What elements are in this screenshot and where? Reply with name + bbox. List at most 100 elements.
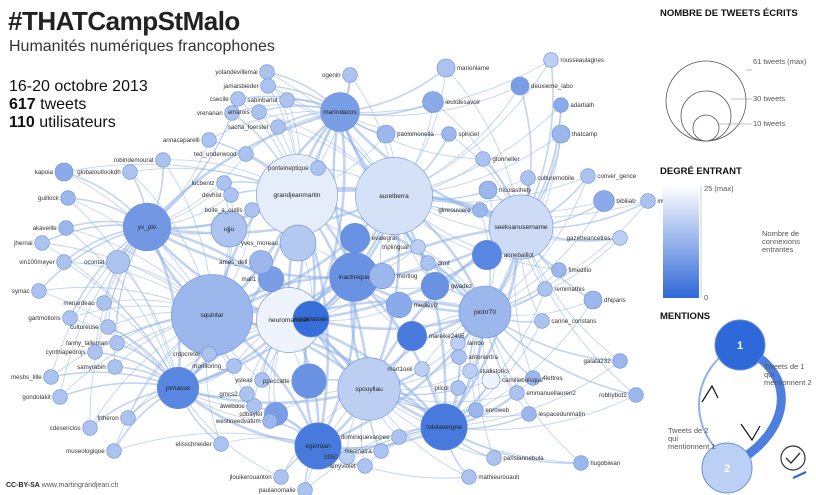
node-drmt[interactable] bbox=[420, 255, 436, 271]
node-symac[interactable] bbox=[31, 283, 47, 299]
node-egiordan[interactable] bbox=[294, 422, 342, 470]
node-sacha_foerster[interactable] bbox=[270, 119, 286, 135]
node-westineedvatum[interactable] bbox=[262, 413, 278, 429]
node-lespacedunmatin[interactable] bbox=[521, 406, 537, 422]
node-paolomonella[interactable] bbox=[376, 124, 396, 144]
node-cynthiapedrojs[interactable] bbox=[87, 344, 103, 360]
node-yv_plo[interactable] bbox=[122, 202, 172, 252]
node-jomasse[interactable] bbox=[156, 366, 200, 410]
node-amarois[interactable] bbox=[251, 104, 267, 120]
node-jhernal[interactable] bbox=[34, 235, 50, 251]
node-meshs_lille[interactable] bbox=[43, 369, 59, 385]
node-akaveille[interactable] bbox=[58, 220, 74, 236]
node-leuxdesavoir[interactable] bbox=[422, 91, 444, 113]
node-marindacos[interactable] bbox=[320, 92, 360, 132]
node-seeksanusername[interactable] bbox=[488, 194, 554, 260]
node-nicolasthely[interactable] bbox=[478, 180, 498, 200]
node-medieviz[interactable] bbox=[385, 291, 413, 319]
node-ysleas[interactable] bbox=[254, 372, 270, 388]
node-deuxieme_labo[interactable] bbox=[510, 76, 530, 96]
node-aurelberra[interactable] bbox=[355, 157, 433, 235]
node-carine_constans[interactable] bbox=[534, 313, 550, 329]
node-robbybot2[interactable] bbox=[628, 387, 644, 403]
node-ted_underwood[interactable] bbox=[238, 146, 254, 162]
node-monitoring_[interactable] bbox=[226, 358, 242, 374]
node-dhiparis[interactable] bbox=[583, 290, 603, 310]
node-vin100meyer[interactable] bbox=[56, 254, 72, 270]
node-4lettres[interactable] bbox=[525, 370, 541, 386]
node-ndelavergne[interactable] bbox=[420, 403, 468, 451]
node-gazetteancetres[interactable] bbox=[612, 230, 628, 246]
node-kardelabaie[interactable] bbox=[292, 300, 330, 338]
node-boite_a_outils[interactable] bbox=[244, 202, 260, 218]
node-jlouikerouanton[interactable] bbox=[273, 469, 289, 485]
node-mesinatra[interactable] bbox=[373, 443, 389, 459]
node-bfl50[interactable] bbox=[339, 449, 355, 465]
node-conver_gence[interactable] bbox=[580, 168, 596, 184]
credit-url[interactable]: www.martingrandjean.ch bbox=[41, 482, 119, 489]
node-paulanomalie[interactable] bbox=[297, 482, 313, 495]
node-guillock[interactable] bbox=[60, 190, 76, 206]
node-evalegrai[interactable] bbox=[339, 222, 371, 254]
node-enroweb[interactable] bbox=[468, 402, 484, 418]
node-adartialh[interactable] bbox=[553, 97, 569, 113]
node-triplingual[interactable] bbox=[410, 239, 426, 255]
node-culturemobile[interactable] bbox=[520, 170, 536, 186]
node-mart1oeil[interactable] bbox=[414, 361, 430, 377]
node-hugobiwan[interactable] bbox=[573, 455, 589, 471]
node-ogenin[interactable] bbox=[342, 67, 358, 83]
node-studistorici[interactable] bbox=[462, 363, 478, 379]
node-annacaparelli[interactable] bbox=[201, 132, 217, 148]
node-crdpcretei[interactable] bbox=[201, 346, 217, 362]
node-spouyllau[interactable] bbox=[337, 357, 401, 421]
node-globaloutlookdh[interactable] bbox=[122, 164, 138, 180]
node-marionlame[interactable] bbox=[436, 58, 456, 78]
node-parisiannebula[interactable] bbox=[486, 450, 502, 466]
node-mareike2405[interactable] bbox=[396, 320, 428, 352]
node-dominiquevanpee[interactable] bbox=[391, 429, 407, 445]
node-glmrouviere[interactable] bbox=[472, 202, 488, 218]
node-bibliiab[interactable] bbox=[593, 190, 615, 212]
node-frtheron[interactable] bbox=[120, 410, 136, 426]
node-cdesenclos[interactable] bbox=[82, 420, 98, 436]
node-museologique[interactable] bbox=[106, 443, 122, 459]
node-ames_dell[interactable] bbox=[249, 250, 273, 274]
node-yves_moreau[interactable] bbox=[279, 224, 317, 262]
node-menardeau[interactable] bbox=[96, 295, 112, 311]
node-piotrr70[interactable] bbox=[458, 285, 512, 339]
node-thatcamp[interactable] bbox=[551, 124, 571, 144]
node-ppeccatte[interactable] bbox=[291, 363, 327, 399]
node-cultureuse[interactable] bbox=[100, 319, 116, 335]
node-gmcs2[interactable] bbox=[239, 386, 255, 402]
node-gwadez[interactable] bbox=[420, 271, 450, 301]
node-remimathis[interactable] bbox=[537, 281, 553, 297]
node-mathieurouault[interactable] bbox=[461, 469, 477, 485]
node-gartmotions[interactable] bbox=[62, 310, 78, 326]
node-sabinbarlut[interactable] bbox=[279, 92, 295, 108]
node-fanny_lalleman[interactable] bbox=[109, 335, 125, 351]
node-spiriciel[interactable] bbox=[441, 126, 457, 142]
node-annebaillot[interactable] bbox=[471, 239, 503, 271]
node-kapoia[interactable] bbox=[54, 162, 74, 182]
node-samyrabih[interactable] bbox=[107, 359, 123, 375]
node-yolandevillemai[interactable] bbox=[259, 64, 275, 80]
node-csecile[interactable] bbox=[230, 91, 246, 107]
node-fimeditio[interactable] bbox=[551, 262, 567, 278]
node-ponteineptique[interactable] bbox=[310, 160, 326, 176]
node-emmanuellauren2[interactable] bbox=[509, 385, 525, 401]
node-gtonneller[interactable] bbox=[475, 151, 491, 167]
node-galata232[interactable] bbox=[612, 353, 628, 369]
node-mortlog[interactable] bbox=[368, 262, 396, 290]
node-rousseaulagnes[interactable] bbox=[543, 52, 559, 68]
node-invisu[interactable] bbox=[640, 193, 656, 209]
node-robindemourat[interactable] bbox=[155, 152, 171, 168]
node-lucbentz[interactable] bbox=[216, 175, 232, 191]
node-vrenanan[interactable] bbox=[224, 105, 240, 121]
node-devhist[interactable] bbox=[223, 187, 239, 203]
node-antoniertra[interactable] bbox=[451, 349, 467, 365]
node-awebdoc[interactable] bbox=[246, 398, 262, 414]
node-ujju[interactable] bbox=[210, 210, 248, 248]
node-ocontat[interactable] bbox=[106, 250, 130, 274]
node-pilcol[interactable] bbox=[450, 380, 466, 396]
node-camilleboisque[interactable] bbox=[481, 370, 501, 390]
